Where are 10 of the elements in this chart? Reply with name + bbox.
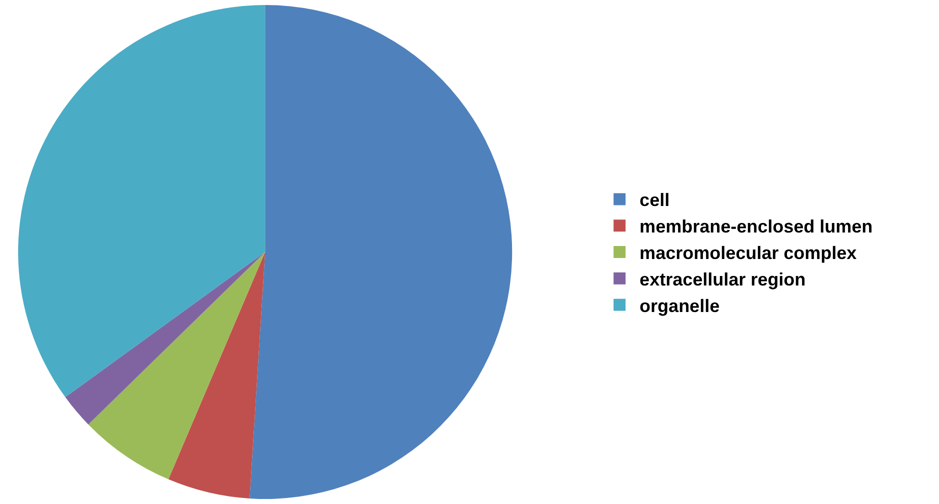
pie-slice	[88, 252, 266, 480]
pie-slice	[18, 5, 266, 398]
pie-slice	[250, 5, 512, 499]
pie-slice	[65, 252, 266, 424]
legend-label: organelle	[640, 296, 720, 316]
legend-label: macromolecular complex	[640, 243, 857, 264]
legend-label: cell	[640, 190, 670, 210]
legend-label: membrane-enclosed lumen	[640, 216, 873, 237]
pie-slice	[168, 252, 266, 499]
legend-label: extracellular region	[640, 269, 806, 290]
